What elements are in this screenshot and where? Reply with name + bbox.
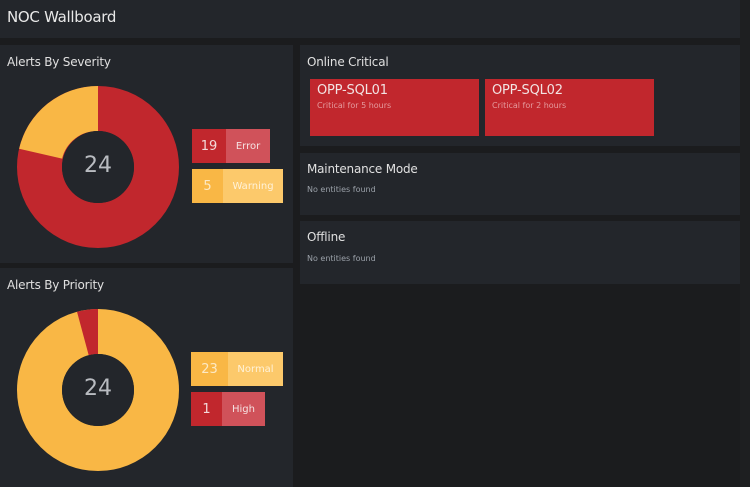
legend-label: Error — [226, 129, 270, 163]
legend-high[interactable]: 1 High — [191, 392, 265, 426]
high-slice — [77, 309, 98, 356]
warning-slice — [19, 86, 99, 159]
legend-label: High — [222, 392, 265, 426]
legend-count: 5 — [192, 169, 223, 203]
legend-label: Warning — [223, 169, 283, 203]
app-header: NOC Wallboard — [0, 0, 740, 38]
panel-title: Online Critical — [307, 55, 389, 69]
legend-count: 1 — [191, 392, 222, 426]
legend-count: 19 — [192, 129, 226, 163]
entity-tile-opp-sql01[interactable]: OPP-SQL01 Critical for 5 hours — [310, 79, 479, 136]
panel-title: Alerts By Severity — [7, 55, 111, 69]
empty-message: No entities found — [307, 254, 376, 263]
maintenance-panel: Maintenance Mode No entities found — [300, 153, 740, 215]
entity-name: OPP-SQL01 — [317, 83, 388, 98]
priority-donut-chart[interactable] — [17, 309, 179, 471]
entity-status: Critical for 2 hours — [492, 101, 567, 110]
priority-total: 24 — [84, 376, 112, 401]
legend-count: 23 — [191, 352, 228, 386]
online-critical-panel: Online Critical OPP-SQL01 Critical for 5… — [300, 45, 740, 146]
legend-label: Normal — [228, 352, 283, 386]
entity-tile-opp-sql02[interactable]: OPP-SQL02 Critical for 2 hours — [485, 79, 654, 136]
empty-message: No entities found — [307, 185, 376, 194]
legend-warning[interactable]: 5 Warning — [192, 169, 283, 203]
panel-title: Maintenance Mode — [307, 162, 418, 176]
legend-error[interactable]: 19 Error — [192, 129, 270, 163]
panel-title: Alerts By Priority — [7, 278, 104, 292]
legend-normal[interactable]: 23 Normal — [191, 352, 283, 386]
page-title: NOC Wallboard — [7, 8, 117, 26]
priority-panel: Alerts By Priority 24 23 Normal 1 High — [0, 268, 293, 487]
entity-name: OPP-SQL02 — [492, 83, 563, 98]
scrollbar[interactable] — [740, 0, 750, 487]
offline-panel: Offline No entities found — [300, 221, 740, 284]
entity-status: Critical for 5 hours — [317, 101, 392, 110]
severity-donut-chart[interactable] — [17, 86, 179, 248]
severity-total: 24 — [84, 153, 112, 178]
panel-title: Offline — [307, 230, 346, 244]
severity-panel: Alerts By Severity 24 19 Error 5 Warning — [0, 45, 293, 263]
